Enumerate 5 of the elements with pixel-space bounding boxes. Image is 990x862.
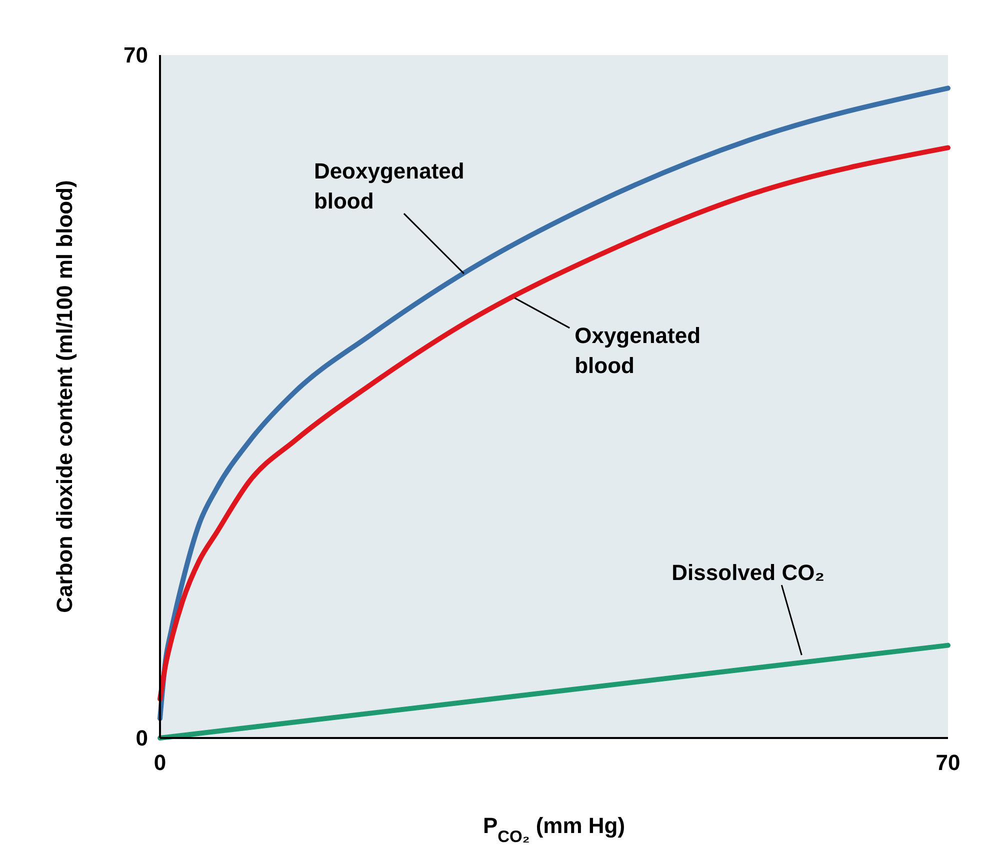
annotation: Dissolved CO₂ <box>672 560 824 586</box>
annotation: Oxygenated blood <box>574 322 701 378</box>
x-axis-title: P$_{CO₂}$ (mm Hg) <box>482 813 626 846</box>
annotation: Deoxygenated blood <box>314 158 464 214</box>
y-axis-title: Carbon dioxide content (ml/100 ml blood) <box>52 180 77 613</box>
